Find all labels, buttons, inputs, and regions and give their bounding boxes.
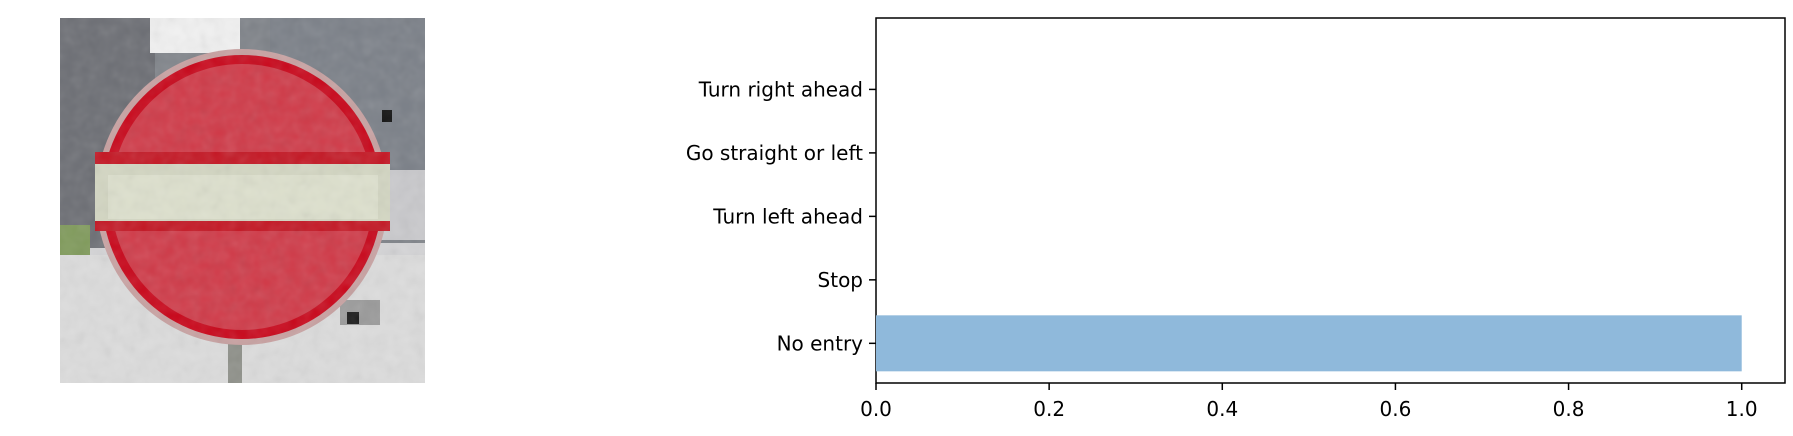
- x-tick-label: 0.8: [1553, 397, 1585, 421]
- y-tick-label: Turn right ahead: [698, 77, 863, 101]
- x-tick-label: 0.2: [1033, 397, 1065, 421]
- plot-frame: [875, 17, 1786, 384]
- y-tick-label: Go straight or left: [686, 141, 863, 165]
- x-tick-label: 1.0: [1726, 397, 1758, 421]
- y-tick-label: No entry: [777, 331, 864, 355]
- y-tick-label: Stop: [818, 268, 863, 292]
- x-tick-label: 0.0: [860, 397, 892, 421]
- x-tick-label: 0.6: [1380, 397, 1412, 421]
- bars: [876, 315, 1742, 372]
- bar-no-entry: [876, 315, 1742, 372]
- x-tick-label: 0.4: [1206, 397, 1238, 421]
- sign-photo: [60, 18, 425, 383]
- y-tick-label: Turn left ahead: [712, 204, 863, 228]
- y-axis: No entry Stop Turn left ahead Go straight o…: [686, 77, 876, 355]
- x-axis: 0.0 0.2 0.4 0.6 0.8 1.0: [860, 383, 1758, 421]
